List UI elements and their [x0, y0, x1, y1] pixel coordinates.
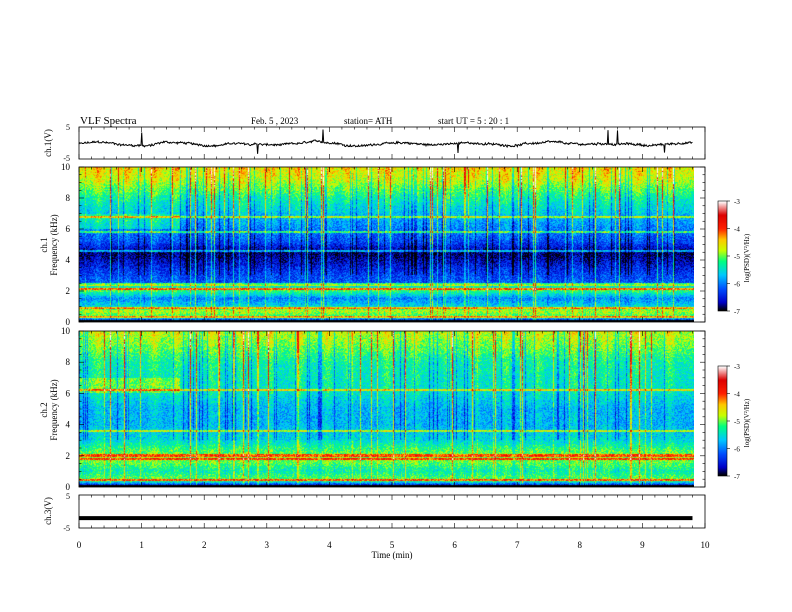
- ch2-colorbar-label: log(PSD)(V²/Hz): [743, 398, 751, 447]
- time-tick-label: 0: [77, 540, 82, 550]
- frequency-tick-label: 6: [66, 388, 71, 398]
- colorbar-tick-label: -6: [734, 446, 740, 454]
- colorbar-tick-label: -4: [734, 391, 740, 399]
- time-tick-label: 9: [640, 540, 645, 550]
- colorbar-tick-label: -3: [734, 363, 740, 371]
- ch1-spectrogram-ylabel-channel: ch.1: [39, 237, 49, 252]
- time-tick-label: 4: [327, 540, 332, 550]
- colorbar-tick-label: -3: [734, 198, 740, 206]
- ch1-waveform-ylabel: ch.1(V): [43, 129, 53, 157]
- ch2-spectrogram-ylabel-channel: ch.2: [39, 402, 49, 417]
- time-tick-label: 8: [578, 540, 583, 550]
- frequency-tick-label: 4: [66, 420, 71, 430]
- ch1-spectrogram-ticks: [78, 166, 706, 323]
- time-tick-label: 7: [515, 540, 520, 550]
- frequency-tick-label: 0: [66, 482, 71, 492]
- frequency-tick-label: 10: [61, 326, 71, 336]
- ch1-ytick-top: 5: [66, 123, 70, 132]
- frequency-tick-label: 10: [61, 162, 71, 172]
- time-tick-label: 1: [139, 540, 144, 550]
- ch1-waveform-panel: 5 -5 ch.1(V): [43, 123, 706, 163]
- ch1-colorbar-ticks: -3 -4 -5 -6 -7: [727, 198, 740, 316]
- time-axis-label: Time (min): [372, 550, 413, 560]
- time-tick-label: 6: [452, 540, 457, 550]
- date-label: Feb. 5 , 2023: [251, 116, 299, 126]
- time-tick-label: 5: [390, 540, 395, 550]
- start-time-label: start UT = 5 : 20 : 1: [438, 116, 509, 126]
- ch1-spectrogram-ylabel-frequency: Frequency (kHz): [49, 214, 59, 275]
- time-tick-label: 2: [202, 540, 207, 550]
- colorbar-tick-label: -4: [734, 226, 740, 234]
- ch3-ytick-top: 5: [66, 492, 70, 501]
- ch3-waveform-panel: 5 -5 ch.3(V): [43, 492, 706, 533]
- ch1-colorbar-gradient: [718, 201, 727, 311]
- frequency-tick-label: 8: [66, 193, 71, 203]
- frequency-tick-label: 0: [66, 317, 71, 327]
- ch1-spectrogram-panel: 0 2 4 6 8 10 ch.1 Frequency (kHz): [39, 162, 706, 327]
- ch1-spectrogram-image: [79, 167, 694, 322]
- station-label: station= ATH: [344, 116, 393, 126]
- colorbar-tick-label: -7: [734, 473, 740, 481]
- colorbar-tick-label: -5: [734, 253, 740, 261]
- ch2-frequency-tick-labels: 0 2 4 6 8 10: [61, 326, 71, 492]
- ch1-waveform-ticks: [78, 127, 706, 159]
- time-tick-label: 3: [265, 540, 270, 550]
- ch3-ytick-bottom: -5: [63, 524, 70, 533]
- ch2-spectrogram-ylabel-frequency: Frequency (kHz): [49, 379, 59, 440]
- ch1-ytick-bottom: -5: [63, 154, 70, 163]
- frequency-tick-label: 2: [66, 286, 71, 296]
- time-tick-label: 10: [701, 540, 711, 550]
- ch1-colorbar-label: log(PSD)(V²/Hz): [743, 233, 751, 282]
- time-axis-tick-labels: 0 1 2 3 4 5 6 7 8 9 10: [77, 540, 710, 550]
- ch2-colorbar-ticks: -3 -4 -5 -6 -7: [727, 363, 740, 481]
- colorbar-tick-label: -6: [734, 281, 740, 289]
- ch1-waveform-trace: [78, 129, 693, 154]
- frequency-tick-label: 4: [66, 255, 71, 265]
- ch2-spectrogram-image: [79, 331, 694, 487]
- colorbar-tick-label: -7: [734, 308, 740, 316]
- frequency-tick-label: 6: [66, 224, 71, 234]
- ch2-spectrogram-panel: 0 2 4 6 8 10 ch.2 Frequency (kHz): [39, 326, 706, 492]
- ch3-waveform-ticks: [78, 495, 706, 528]
- ch2-colorbar: -3 -4 -5 -6 -7 log(PSD)(V²/Hz): [717, 363, 751, 481]
- figure-title: VLF Spectra: [80, 115, 137, 127]
- ch1-colorbar: -3 -4 -5 -6 -7 log(PSD)(V²/Hz): [717, 198, 751, 316]
- colorbar-tick-label: -5: [734, 418, 740, 426]
- frequency-tick-label: 8: [66, 357, 71, 367]
- ch2-colorbar-gradient: [718, 366, 727, 476]
- frequency-tick-label: 2: [66, 451, 71, 461]
- ch1-frequency-tick-labels: 0 2 4 6 8 10: [61, 162, 71, 327]
- ch2-spectrogram-ticks: [78, 330, 706, 488]
- ch3-waveform-ylabel: ch.3(V): [43, 497, 53, 525]
